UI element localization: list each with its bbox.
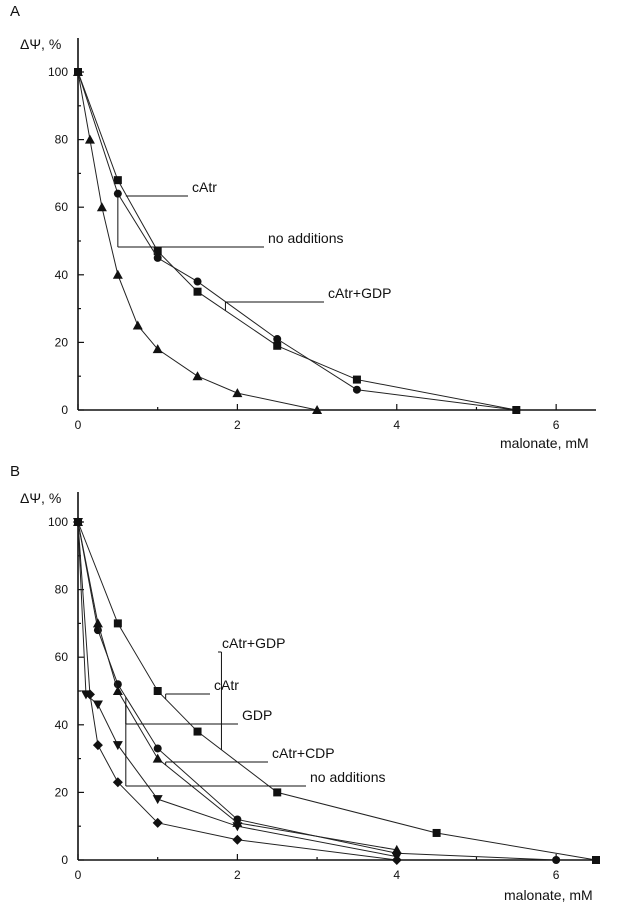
data-point [73,67,83,76]
annotation-label: cAtr+CDP [272,745,335,761]
x-tick-label: 0 [75,868,82,882]
y-tick-label: 40 [55,268,69,282]
data-point [192,371,203,381]
data-point [352,375,361,384]
y-tick-label: 20 [55,785,69,799]
panel-label: B [10,463,20,480]
y-tick-label: 40 [55,718,69,732]
y-tick-label: 100 [48,65,68,79]
x-tick-label: 6 [553,868,560,882]
series-line [77,521,397,851]
data-point [193,277,202,286]
data-point [132,320,143,330]
panel-a: A ΔΨ, % malonate, mM 0 20 40 60 80 100 0 2 4 6 cAt… [10,3,596,451]
x-axis-label: malonate, mM [500,435,589,451]
y-axis-label: ΔΨ, % [20,490,61,506]
y-tick-label: 60 [55,200,69,214]
data-point [273,335,282,344]
series-catr-gdp [74,518,600,864]
y-tick-label: 80 [55,133,69,147]
y-tick-label: 100 [48,515,68,529]
annotation-label: no additions [268,230,344,246]
x-tick-label: 2 [234,868,241,882]
data-point [152,753,163,763]
data-point [152,817,163,828]
series-unlabelled [73,67,323,414]
data-point [73,517,83,527]
data-point [273,788,282,797]
data-point [193,287,202,296]
y-tick-label: 20 [55,335,69,349]
data-point [152,795,163,805]
data-point [153,687,162,695]
y-tick-label: 0 [61,853,68,867]
data-point [113,619,122,628]
data-point [92,700,103,710]
x-tick-label: 4 [393,418,400,432]
data-point [153,247,162,256]
data-point [312,405,323,414]
data-point [232,834,243,845]
data-point [432,828,441,837]
data-point [92,618,103,628]
annotation-label: cAtr+GDP [328,285,391,301]
data-point [112,777,123,788]
y-axis-label: ΔΨ, % [20,36,61,52]
data-point [153,744,162,753]
data-point [112,269,123,279]
y-tick-label: 0 [61,403,68,417]
data-point [84,689,95,700]
data-point [273,341,282,350]
data-point [113,680,122,689]
data-point [552,856,561,864]
panel-label: A [10,3,20,20]
data-point [112,741,123,751]
annotation-label: GDP [242,707,272,723]
data-point [93,626,102,635]
x-tick-label: 6 [553,418,560,432]
annotation-label: no additions [310,769,386,785]
data-point [96,202,107,212]
x-tick-label: 4 [393,868,400,882]
data-point [232,388,243,398]
data-point [352,385,361,394]
y-tick-label: 80 [55,583,69,597]
data-point [113,176,122,185]
annotation-label: cAtr+GDP [222,635,285,651]
annotation-label: cAtr [214,677,239,693]
data-point [232,822,243,832]
data-point [391,855,402,865]
data-point [391,844,402,854]
data-point [152,344,163,354]
data-point [193,727,202,736]
series-no-additions [73,517,402,865]
annotation-label: cAtr [192,179,217,195]
data-point [592,856,600,864]
x-tick-label: 0 [75,418,82,432]
data-point [153,253,162,262]
y-tick-label: 60 [55,650,69,664]
data-point [112,686,123,695]
data-point [84,134,95,144]
x-axis-label: malonate, mM [504,887,593,903]
data-point [92,740,103,751]
data-point [512,406,521,414]
panel-b: B ΔΨ, % malonate, mM 0 20 40 60 80 100 0 2 4 6 cAt… [10,463,600,903]
series-line [77,521,557,861]
x-tick-label: 2 [234,418,241,432]
